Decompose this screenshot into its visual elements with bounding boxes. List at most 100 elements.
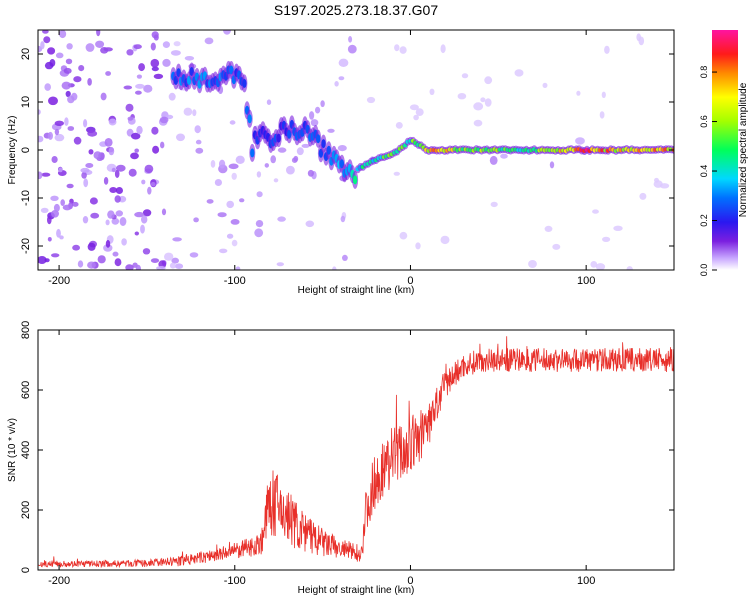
spectrogram-noise-blob [108,118,117,126]
spectrogram-noise-blob [54,120,64,127]
spectrogram-noise-blob [229,120,236,125]
spectrogram-noise-blob [100,152,105,160]
spectrogram-noise-blob [270,155,277,164]
spectrogram-noise-blob [107,210,115,219]
spectrogram-noise-blob [214,179,222,186]
spectrogram-noise-blob [136,125,143,135]
snr-y-tick-label: 400 [20,441,32,459]
spectrogram-noise-blob [40,207,49,213]
spectrogram-noise-blob [347,44,357,54]
spectrogram-noise-blob [119,217,127,226]
spectrogram-noise-blob [115,210,124,217]
spectrogram-noise-blob [164,252,174,261]
spectrogram-noise-blob [54,133,65,142]
spectrogram-noise-blob [461,73,469,79]
spectrogram-noise-blob [67,126,75,131]
spectrogram-noise-blob [256,171,262,178]
spectrogram-noise-blob [235,155,245,164]
spectrogram-noise-blob [473,119,483,127]
spectrogram-noise-blob [47,215,52,225]
spectrogram-noise-blob [601,91,606,99]
spectrogram-noise-blob [50,195,59,201]
spectrogram-noise-blob [457,93,467,100]
spectrogram-noise-blob [130,152,139,160]
spectrogram-noise-blob [114,195,121,203]
spectrogram-noise-blob [41,172,51,177]
spectrogram-noise-blob [226,200,234,209]
spectrogram-noise-blob [195,147,204,154]
spectrogram-noise-blob [296,147,304,156]
spectrogram-noise-blob [366,96,376,104]
spectrogram-noise-blob [96,30,101,37]
spectrogram-noise-blob [636,33,641,42]
spectrogram-noise-blob [342,254,348,261]
spectrogram-noise-blob [134,231,139,236]
spectrogram-noise-blob [95,40,105,48]
spectrogram-noise-blob [480,97,486,103]
spectrogram-noise-blob [103,177,109,185]
spectrogram-noise-blob [286,165,295,175]
spectrogram-noise-blob [315,106,321,114]
spectrogram-noise-blob [338,76,345,81]
spectrogram-noise-blob [338,58,349,67]
spectrogram-noise-blob [310,119,319,127]
spectrogram-noise-blob [127,116,134,121]
spectrogram-noise-blob [151,31,159,39]
spectrogram-noise-blob [38,109,41,115]
spectrogram-noise-blob [489,155,498,165]
spectrogram-noise-blob [219,248,228,254]
spectrogram-noise-blob [83,119,88,128]
spectrogram-noise-blob [134,211,145,218]
spectrogram-noise-blob [255,220,264,228]
spectrogram-noise-blob [38,171,43,180]
spectrogram-noise-blob [210,160,216,168]
spectrogram-noise-blob [337,145,347,152]
spectrogram-noise-blob [51,210,59,218]
spectrogram-noise-blob [47,237,52,242]
spectrogram-noise-blob [604,45,610,54]
spectrogram-noise-blob [87,261,96,269]
spectrogram-noise-blob [490,201,498,208]
spectrogram-noise-blob [159,116,169,124]
spectrogram-noise-blob [194,125,201,134]
spectrogram-noise-blob [125,264,134,270]
spectrogram-noise-blob [126,49,134,56]
spectrogram-noise-blob [348,36,353,43]
spectrogram-noise-blob [133,44,142,50]
spectrogram-noise-blob [85,163,94,168]
spectrogram-noise-blob [256,191,263,198]
spectrogram-ridge-cell [316,134,321,144]
spectrogram-noise-blob [123,85,133,90]
spectrogram-noise-blob [393,171,400,176]
snr-series-line [38,336,674,569]
spectrogram-noise-blob [150,42,156,51]
spectrogram-noise-blob [64,117,69,126]
spectrogram-noise-blob [168,92,176,101]
spectrogram-noise-blob [204,37,214,45]
spectrogram-ridge-cell [247,114,252,124]
spectrogram-noise-blob [500,153,508,159]
spectrogram-noise-blob [134,148,139,153]
spectrogram-noise-blob [144,164,154,174]
spectrogram-noise-blob [72,244,80,251]
spectrogram-noise-blob [174,263,184,270]
spectrogram-noise-blob [590,261,598,268]
spectrogram-x-tick-label: -100 [224,275,246,287]
spectrogram-noise-blob [38,256,47,264]
spectrogram-noise-blob [73,136,82,145]
spectrogram-noise-blob [161,208,167,216]
colorbar-label: Normalized spectral amplitude [738,82,749,217]
spectrogram-noise-blob [254,228,264,238]
spectrogram-ridge-cell [352,175,358,185]
colorbar-tick-label: 0.6 [699,115,709,128]
spectrogram-noise-blob [659,183,670,189]
spectrogram-noise-blob [440,235,450,245]
spectrogram-noise-blob [206,199,214,204]
spectrogram-noise-blob [65,58,73,65]
spectrogram-noise-blob [67,95,75,104]
spectrogram-y-tick-label: 20 [20,48,32,60]
spectrogram-noise-blob [143,84,153,93]
spectrogram-noise-blob [340,215,346,223]
